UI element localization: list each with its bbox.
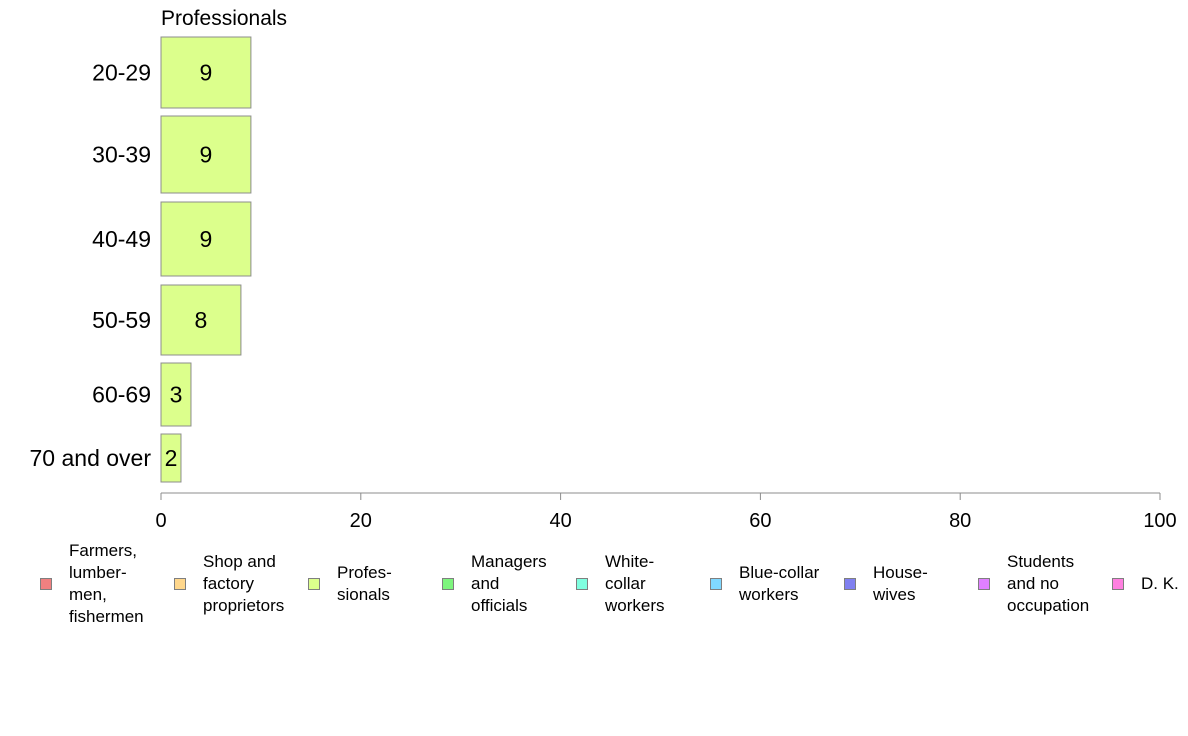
legend: Farmers, lumber- men, fishermen Shop and … <box>0 540 1188 650</box>
bar <box>160 201 252 277</box>
category-label: 60-69 <box>92 382 151 408</box>
category-label: 30-39 <box>92 142 151 168</box>
legend-swatch <box>978 578 990 590</box>
bar-value-label: 2 <box>165 445 178 471</box>
bar-value-label: 9 <box>200 60 213 86</box>
chart-title: Professionals <box>161 7 287 30</box>
legend-label: Students and no occupation <box>1007 552 1090 615</box>
legend-swatch <box>308 578 320 590</box>
category-label: 70 and over <box>30 445 152 471</box>
x-tick-label: 80 <box>949 510 971 532</box>
bar <box>160 433 182 483</box>
bar-value-label: 3 <box>170 382 183 408</box>
bar <box>160 362 192 427</box>
bar <box>160 284 242 356</box>
bar-chart: Professionals 20-29 9 30-39 9 40-49 9 50-59 8 60… <box>30 7 1177 532</box>
x-tick-label: 20 <box>350 510 372 532</box>
category-label: 40-49 <box>92 226 151 252</box>
x-tick-label: 40 <box>549 510 571 532</box>
category-label: 50-59 <box>92 307 151 333</box>
legend-label: White- collar workers <box>605 552 665 615</box>
x-tick-label: 0 <box>155 510 166 532</box>
legend-label: Farmers, lumber- men, fishermen <box>69 541 144 626</box>
legend-label: Profes- sionals <box>337 563 392 604</box>
bar-value-label: 9 <box>200 142 213 168</box>
x-tick-label: 100 <box>1143 510 1176 532</box>
bar-value-label: 8 <box>195 307 208 333</box>
bar <box>160 115 252 194</box>
legend-swatch <box>576 578 588 590</box>
legend-swatch <box>174 578 186 590</box>
x-axis: 0 20 40 60 80 100 <box>155 492 1177 532</box>
legend-label: D. K. <box>1141 574 1179 593</box>
bar <box>160 36 252 109</box>
legend-swatch <box>844 578 856 590</box>
legend-label: Blue-collar workers <box>739 563 820 604</box>
legend-label: Managers and officials <box>471 552 547 615</box>
legend-swatch <box>710 578 722 590</box>
legend-label: Shop and factory proprietors <box>203 552 285 615</box>
category-label: 20-29 <box>92 60 151 86</box>
bars-group: 20-29 9 30-39 9 40-49 9 50-59 8 60-69 3 70 and ove… <box>30 36 252 483</box>
legend-swatch <box>442 578 454 590</box>
bar-value-label: 9 <box>200 226 213 252</box>
x-tick-label: 60 <box>749 510 771 532</box>
legend-label: House- wives <box>873 563 928 604</box>
legend-swatch <box>1112 578 1124 590</box>
legend-swatch <box>40 578 52 590</box>
